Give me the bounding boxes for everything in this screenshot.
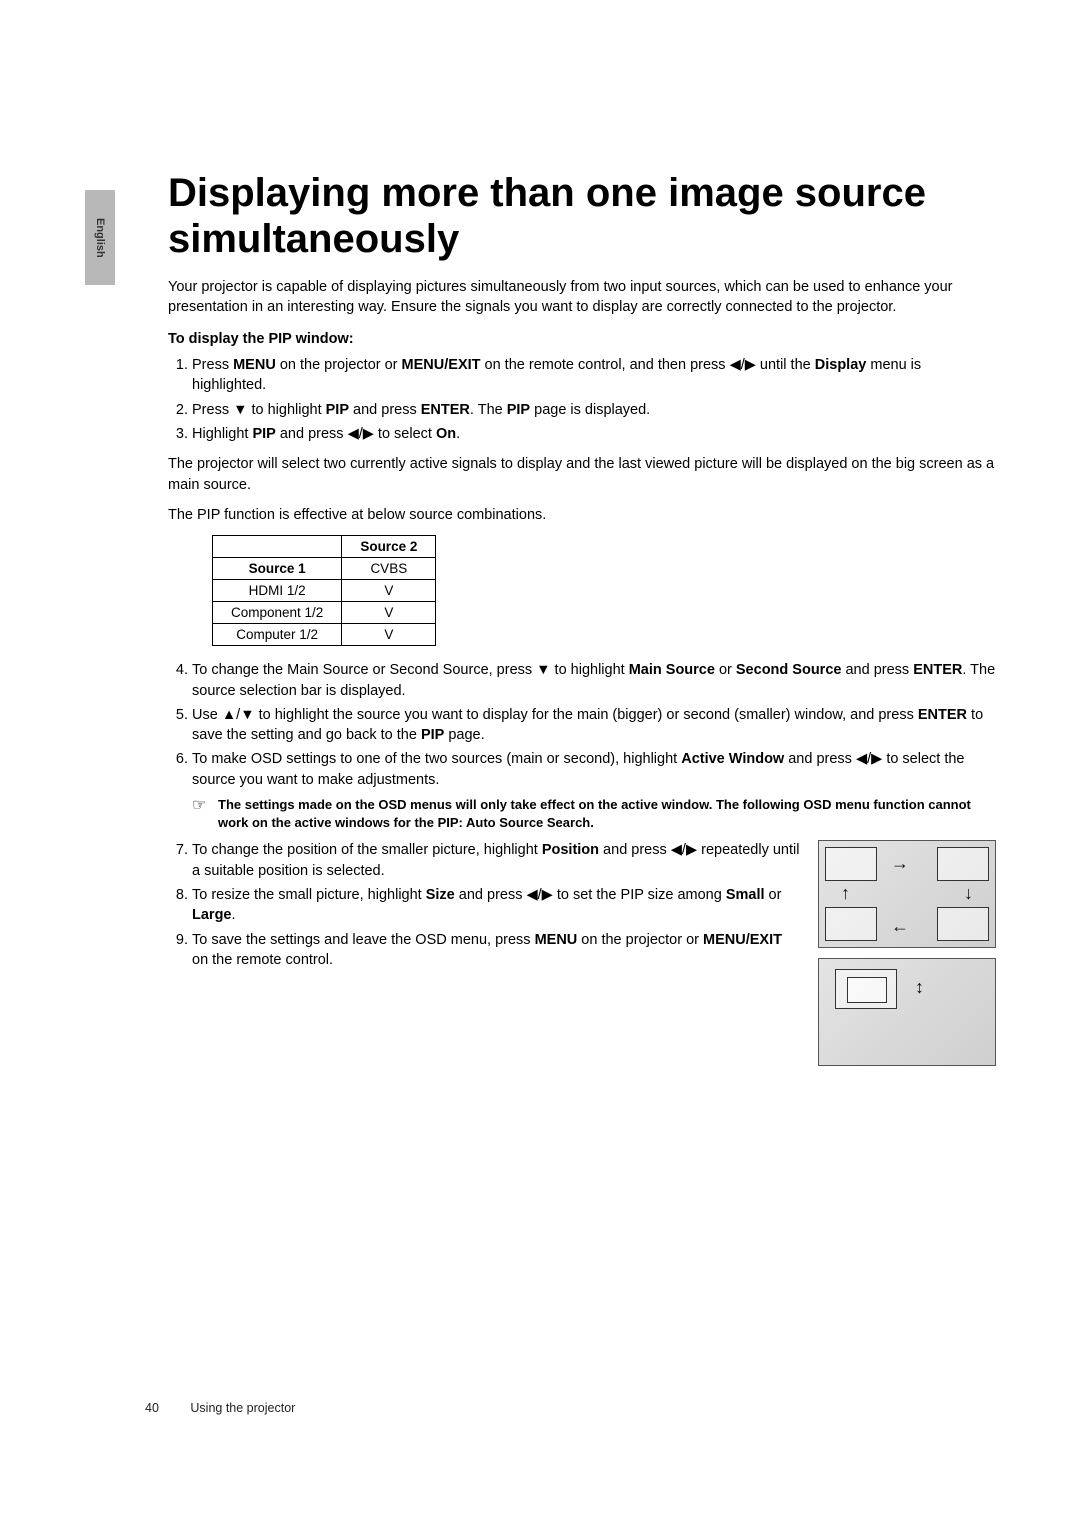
arrow-down-icon: ↓	[964, 883, 973, 904]
note-text: The settings made on the OSD menus will …	[218, 796, 998, 832]
steps-list-2: To change the Main Source or Second Sour…	[168, 660, 998, 790]
step-6: To make OSD settings to one of the two s…	[192, 749, 998, 790]
pip-box-small	[847, 977, 887, 1003]
table-cell: V	[342, 624, 436, 646]
table-cell-empty	[213, 536, 342, 558]
pip-box	[937, 907, 989, 941]
steps-list-1: Press MENU on the projector or MENU/EXIT…	[168, 355, 998, 444]
table-row: Source 2	[213, 536, 436, 558]
table-row: Source 1 CVBS	[213, 558, 436, 580]
source-combination-table: Source 2 Source 1 CVBS HDMI 1/2 V Compon…	[212, 535, 436, 646]
table-cell: Computer 1/2	[213, 624, 342, 646]
table-row: Component 1/2 V	[213, 602, 436, 624]
step-3: Highlight PIP and press ◀/▶ to select On…	[192, 424, 998, 444]
intro-paragraph: Your projector is capable of displaying …	[168, 278, 998, 317]
split-section: To change the position of the smaller pi…	[168, 840, 998, 1066]
arrow-resize-icon: ↕	[915, 977, 924, 998]
subheading-pip: To display the PIP window:	[168, 331, 998, 347]
language-tab-label: English	[94, 218, 106, 258]
step-8: To resize the small picture, highlight S…	[192, 885, 800, 926]
paragraph-combinations: The PIP function is effective at below s…	[168, 505, 998, 525]
footer-section: Using the projector	[190, 1401, 295, 1415]
step-9: To save the settings and leave the OSD m…	[192, 930, 800, 971]
step-4: To change the Main Source or Second Sour…	[192, 660, 998, 701]
arrow-left-icon: ←	[891, 916, 909, 937]
pip-box	[825, 907, 877, 941]
page-title: Displaying more than one image source si…	[168, 170, 998, 262]
table-row: Computer 1/2 V	[213, 624, 436, 646]
table-cell: Component 1/2	[213, 602, 342, 624]
split-right: → ↓ ↑ ← ↕	[818, 840, 998, 1066]
step-2: Press ▼ to highlight PIP and press ENTER…	[192, 400, 998, 420]
table-header-source1: Source 1	[213, 558, 342, 580]
page-content: Displaying more than one image source si…	[168, 170, 998, 1066]
table-header-source2: Source 2	[342, 536, 436, 558]
language-tab: English	[85, 190, 115, 285]
page-footer: 40 Using the projector	[145, 1401, 295, 1415]
arrow-right-icon: →	[891, 853, 909, 874]
pip-box	[825, 847, 877, 881]
step-7: To change the position of the smaller pi…	[192, 840, 800, 881]
pip-size-diagram: ↕	[818, 958, 996, 1066]
steps-list-3: To change the position of the smaller pi…	[168, 840, 800, 970]
step-1: Press MENU on the projector or MENU/EXIT…	[192, 355, 998, 396]
table-cell: V	[342, 602, 436, 624]
page-number: 40	[145, 1401, 159, 1415]
note-icon: ☞	[192, 798, 218, 814]
table-cell: HDMI 1/2	[213, 580, 342, 602]
step-5: Use ▲/▼ to highlight the source you want…	[192, 705, 998, 746]
paragraph-select-signals: The projector will select two currently …	[168, 454, 998, 495]
split-left: To change the position of the smaller pi…	[168, 840, 800, 974]
pip-box	[937, 847, 989, 881]
note-block: ☞ The settings made on the OSD menus wil…	[192, 796, 998, 832]
table-cell: V	[342, 580, 436, 602]
table-header-cvbs: CVBS	[342, 558, 436, 580]
table-row: HDMI 1/2 V	[213, 580, 436, 602]
arrow-up-icon: ↑	[841, 883, 850, 904]
pip-position-diagram: → ↓ ↑ ←	[818, 840, 996, 948]
